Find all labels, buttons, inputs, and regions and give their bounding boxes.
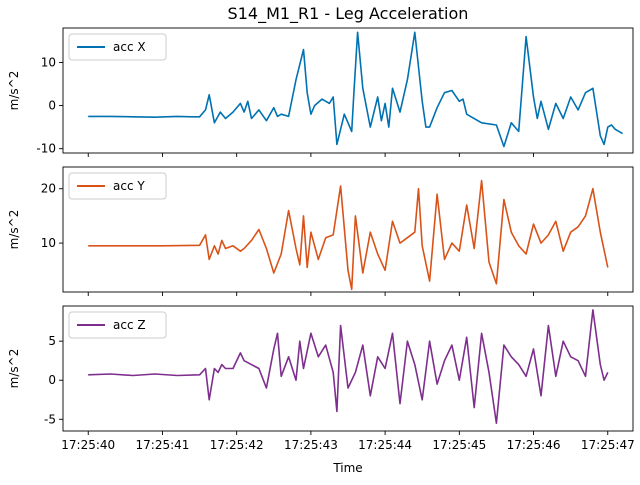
y-tick-label: 5	[48, 334, 56, 348]
panel-3: -5 0 5 m/s^2 acc Z	[7, 305, 634, 435]
y-axis-label: m/s^2	[7, 71, 21, 111]
y-tick-label: -5	[44, 412, 56, 426]
legend-label: acc Z	[113, 318, 146, 332]
x-tick-label: 17:25:42	[210, 438, 264, 452]
panel-1: -10 0 10 m/s^2 acc X	[7, 27, 634, 157]
panel-frame-3	[62, 305, 634, 432]
panel-2: 10 20 m/s^2 acc Y	[7, 166, 634, 296]
x-tick-label: 17:25:47	[581, 438, 635, 452]
panel-frame-1	[62, 27, 634, 154]
x-tick-label: 17:25:40	[61, 438, 115, 452]
y-tick-label: 0	[48, 99, 56, 113]
y-tick-label: 0	[48, 373, 56, 387]
y-axis-label: m/s^2	[7, 210, 21, 250]
legend-box	[68, 172, 167, 200]
legend-box	[68, 33, 167, 61]
y-tick-label: 20	[41, 182, 56, 196]
legend-1: acc X	[68, 33, 167, 61]
legend-label: acc X	[113, 40, 146, 54]
series-line-1	[88, 31, 624, 148]
x-tick-label: 17:25:45	[432, 438, 486, 452]
series-line-3	[88, 309, 609, 425]
y-tick-label: -10	[36, 142, 56, 156]
y-tick-label: 10	[41, 236, 56, 250]
x-tick-label: 17:25:41	[136, 438, 190, 452]
series-line-2	[88, 179, 609, 291]
chart-title: S14_M1_R1 - Leg Acceleration	[228, 4, 469, 24]
legend-label: acc Y	[113, 179, 145, 193]
x-axis-label: Time	[332, 461, 362, 475]
y-axis-label: m/s^2	[7, 349, 21, 389]
legend-box	[68, 311, 167, 339]
panel-frame-2	[62, 166, 634, 293]
legend-3: acc Z	[68, 311, 167, 339]
legend-2: acc Y	[68, 172, 167, 200]
x-axis: 17:25:40 17:25:41 17:25:42 17:25:43 17:25:44…	[61, 438, 634, 452]
y-tick-label: 10	[41, 55, 56, 69]
x-tick-label: 17:25:46	[507, 438, 561, 452]
x-tick-label: 17:25:44	[358, 438, 412, 452]
panels-layer: -10 0 10 m/s^2 acc X 10 20 m/s^2 acc Y -5 0 5 m/s^2 a…	[7, 27, 634, 435]
x-tick-label: 17:25:43	[284, 438, 338, 452]
